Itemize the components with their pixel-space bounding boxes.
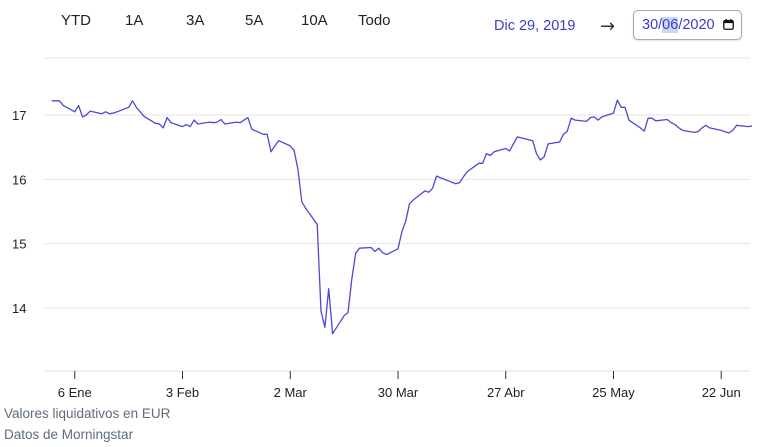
range-button-3a[interactable]: 3A bbox=[186, 12, 205, 29]
footnote-currency: Valores liquidativos en EUR bbox=[4, 406, 171, 421]
x-tick-label: 2 Mar bbox=[274, 385, 308, 400]
calendar-icon[interactable] bbox=[723, 19, 734, 30]
range-button-5a[interactable]: 5A bbox=[245, 12, 264, 29]
x-tick-label: 30 Mar bbox=[378, 385, 419, 400]
toolbar: YTD 1A 3A 5A 10A Todo Dic 29, 2019 → 30/… bbox=[0, 0, 768, 48]
y-axis-ticks: 14 15 16 17 bbox=[12, 108, 26, 316]
x-tick-label: 25 May bbox=[592, 385, 635, 400]
series-line bbox=[51, 99, 753, 335]
y-tick-label: 14 bbox=[12, 301, 26, 316]
date-to-year: 2020 bbox=[682, 17, 715, 33]
range-button-todo[interactable]: Todo bbox=[358, 12, 391, 29]
y-tick-label: 16 bbox=[12, 172, 26, 187]
date-to-input[interactable]: 30/06/2020 bbox=[633, 10, 742, 40]
x-tick-label: 3 Feb bbox=[166, 385, 199, 400]
y-tick-label: 15 bbox=[12, 237, 26, 252]
x-tick-label: 6 Ene bbox=[58, 385, 92, 400]
date-to-value: 30/06/2020 bbox=[642, 17, 715, 33]
range-button-10a[interactable]: 10A bbox=[301, 12, 328, 29]
arrow-right-icon: → bbox=[600, 16, 616, 37]
date-to-month: 06 bbox=[662, 17, 679, 33]
x-tick-label: 22 Jun bbox=[702, 385, 741, 400]
range-button-ytd[interactable]: YTD bbox=[61, 12, 91, 29]
x-tick-label: 27 Abr bbox=[487, 385, 525, 400]
x-axis-ticks: 6 Ene 3 Feb 2 Mar 30 Mar 27 Abr 25 May 22 Jun bbox=[44, 370, 750, 400]
range-button-1a[interactable]: 1A bbox=[125, 12, 144, 29]
grid-lines bbox=[44, 57, 750, 309]
y-tick-label: 17 bbox=[12, 108, 26, 123]
line-chart: 14 15 16 17 6 Ene 3 Feb 2 Mar 30 Mar 27 Abr 25 M… bbox=[12, 57, 753, 400]
footnote-source: Datos de Morningstar bbox=[4, 427, 134, 442]
date-to-day: 30 bbox=[642, 17, 659, 33]
date-from-input[interactable]: Dic 29, 2019 bbox=[494, 18, 576, 34]
